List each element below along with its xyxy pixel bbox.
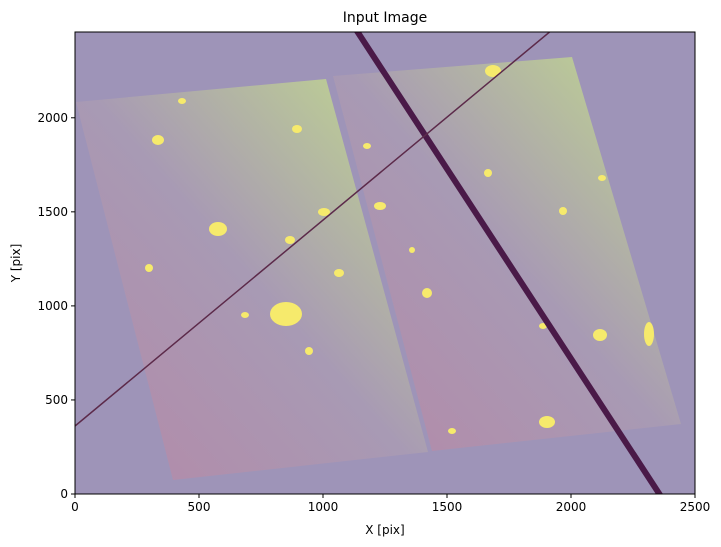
trail-line [354,32,663,494]
y-tick-label: 1000 [37,299,68,313]
x-tick-label: 500 [188,500,211,514]
axes-frame [74,31,696,495]
x-tick-label: 0 [71,500,79,514]
y-axis-label: Y [pix] [9,244,23,284]
y-tick-label: 0 [60,487,68,501]
trail-line [75,32,551,427]
x-tick-label: 1500 [432,500,463,514]
y-tick-label: 1500 [37,205,68,219]
y-tick-label: 500 [45,393,68,407]
x-axis-label: X [pix] [365,523,404,537]
sources [145,65,654,434]
image [75,32,695,494]
x-tick-label: 2500 [680,500,711,514]
x-tick-label: 1000 [308,500,339,514]
y-tick-label: 2000 [37,111,68,125]
detector-chip [333,57,681,451]
chart-title: Input Image [343,10,428,26]
x-tick-label: 2000 [556,500,587,514]
